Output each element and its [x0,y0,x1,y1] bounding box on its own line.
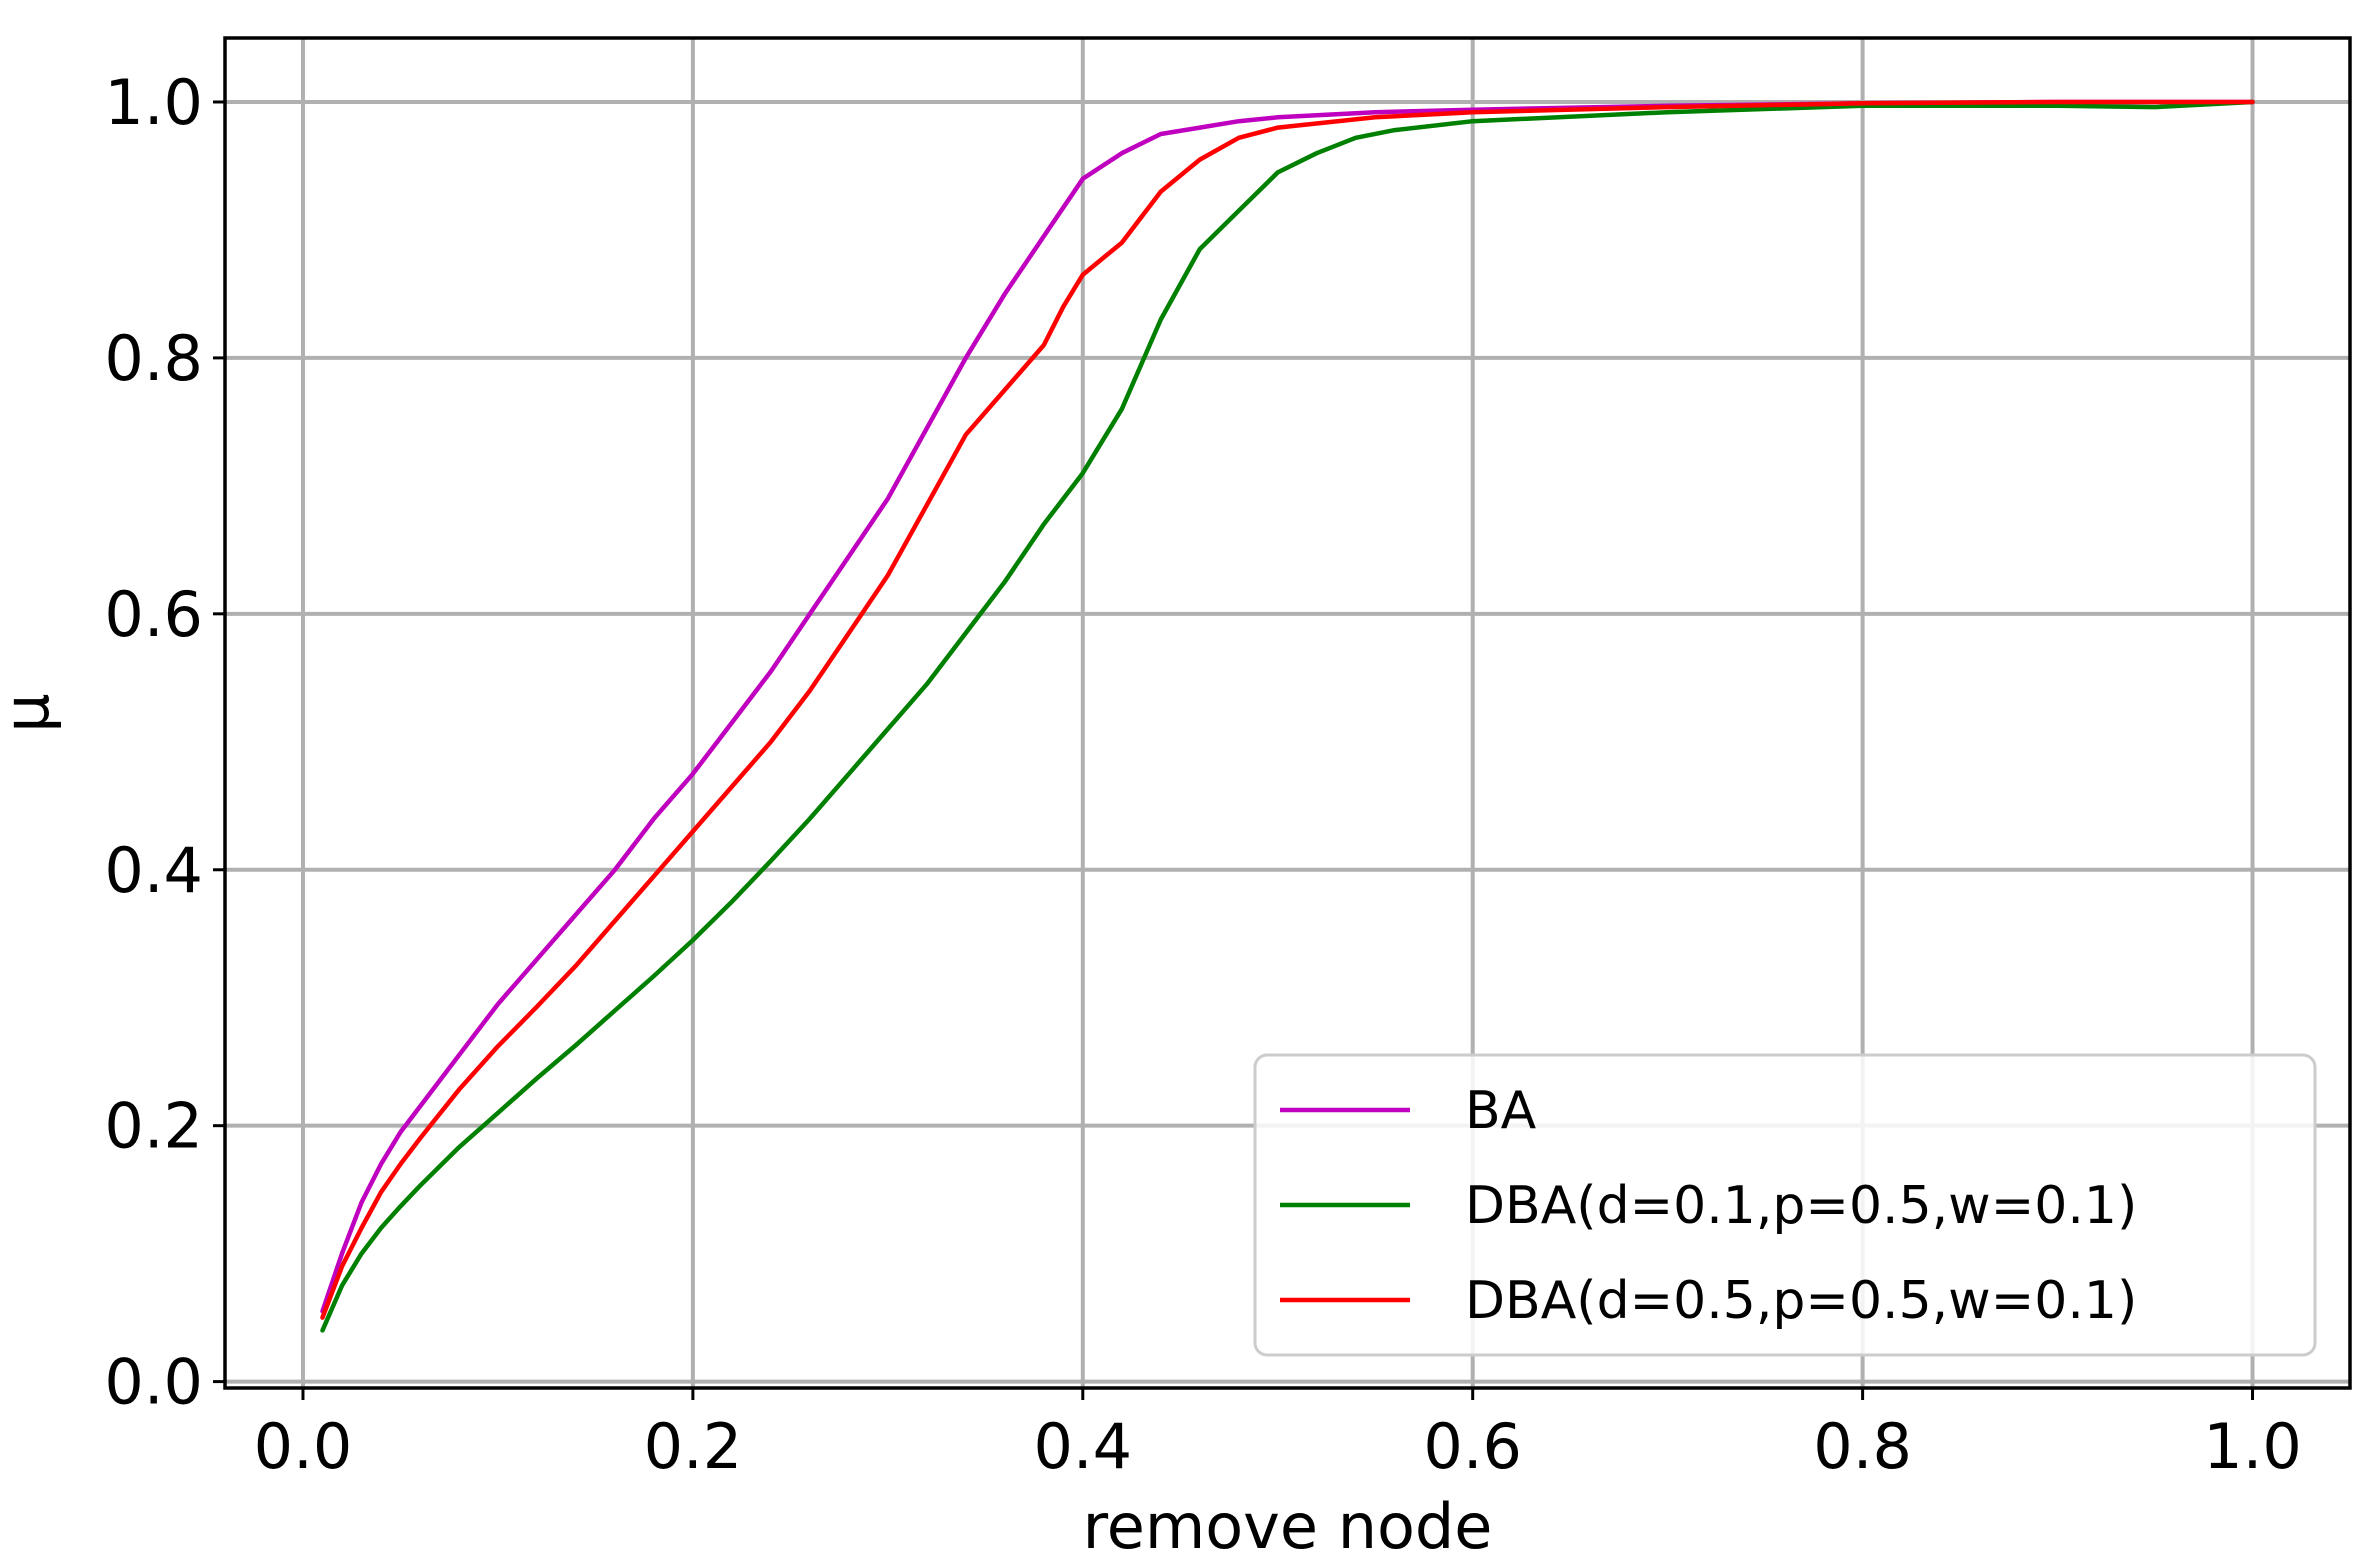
x-tick-label: 0.2 [644,1410,743,1483]
y-tick-label: 0.8 [104,322,203,395]
x-tick-label: 0.6 [1423,1410,1522,1483]
grid [225,38,2350,1388]
y-axis-label: μ [0,693,63,732]
series-line-2 [320,99,2255,1320]
series-line-0 [320,99,2255,1314]
series-group [320,99,2255,1333]
y-tick-label: 0.0 [104,1346,203,1419]
x-tick-label: 0.4 [1033,1410,1132,1483]
y-tick-labels: 0.0 0.2 0.4 0.6 0.8 1.0 [104,66,203,1419]
x-axis-label: remove node [1083,1490,1493,1563]
legend-label: DBA(d=0.1,p=0.5,w=0.1) [1465,1176,2137,1236]
x-tick-label: 0.8 [1813,1410,1912,1483]
x-tick-labels: 0.0 0.2 0.4 0.6 0.8 1.0 [254,1410,2302,1483]
x-tick-label: 0.0 [254,1410,353,1483]
y-tick-label: 1.0 [104,66,203,139]
y-tick-label: 0.2 [104,1090,203,1163]
legend: BA DBA(d=0.1,p=0.5,w=0.1) DBA(d=0.5,p=0.5,… [1253,1053,2317,1357]
tick-marks [213,100,2255,1400]
y-tick-label: 0.4 [104,834,203,907]
legend-label: BA [1465,1081,1537,1141]
series-line-1 [320,99,2255,1333]
y-tick-label: 0.6 [104,578,203,651]
legend-label: DBA(d=0.5,p=0.5,w=0.1) [1465,1271,2137,1331]
plot-area-frame [223,36,2352,1390]
x-tick-label: 1.0 [2203,1410,2302,1483]
legend-box [1253,1053,2317,1357]
